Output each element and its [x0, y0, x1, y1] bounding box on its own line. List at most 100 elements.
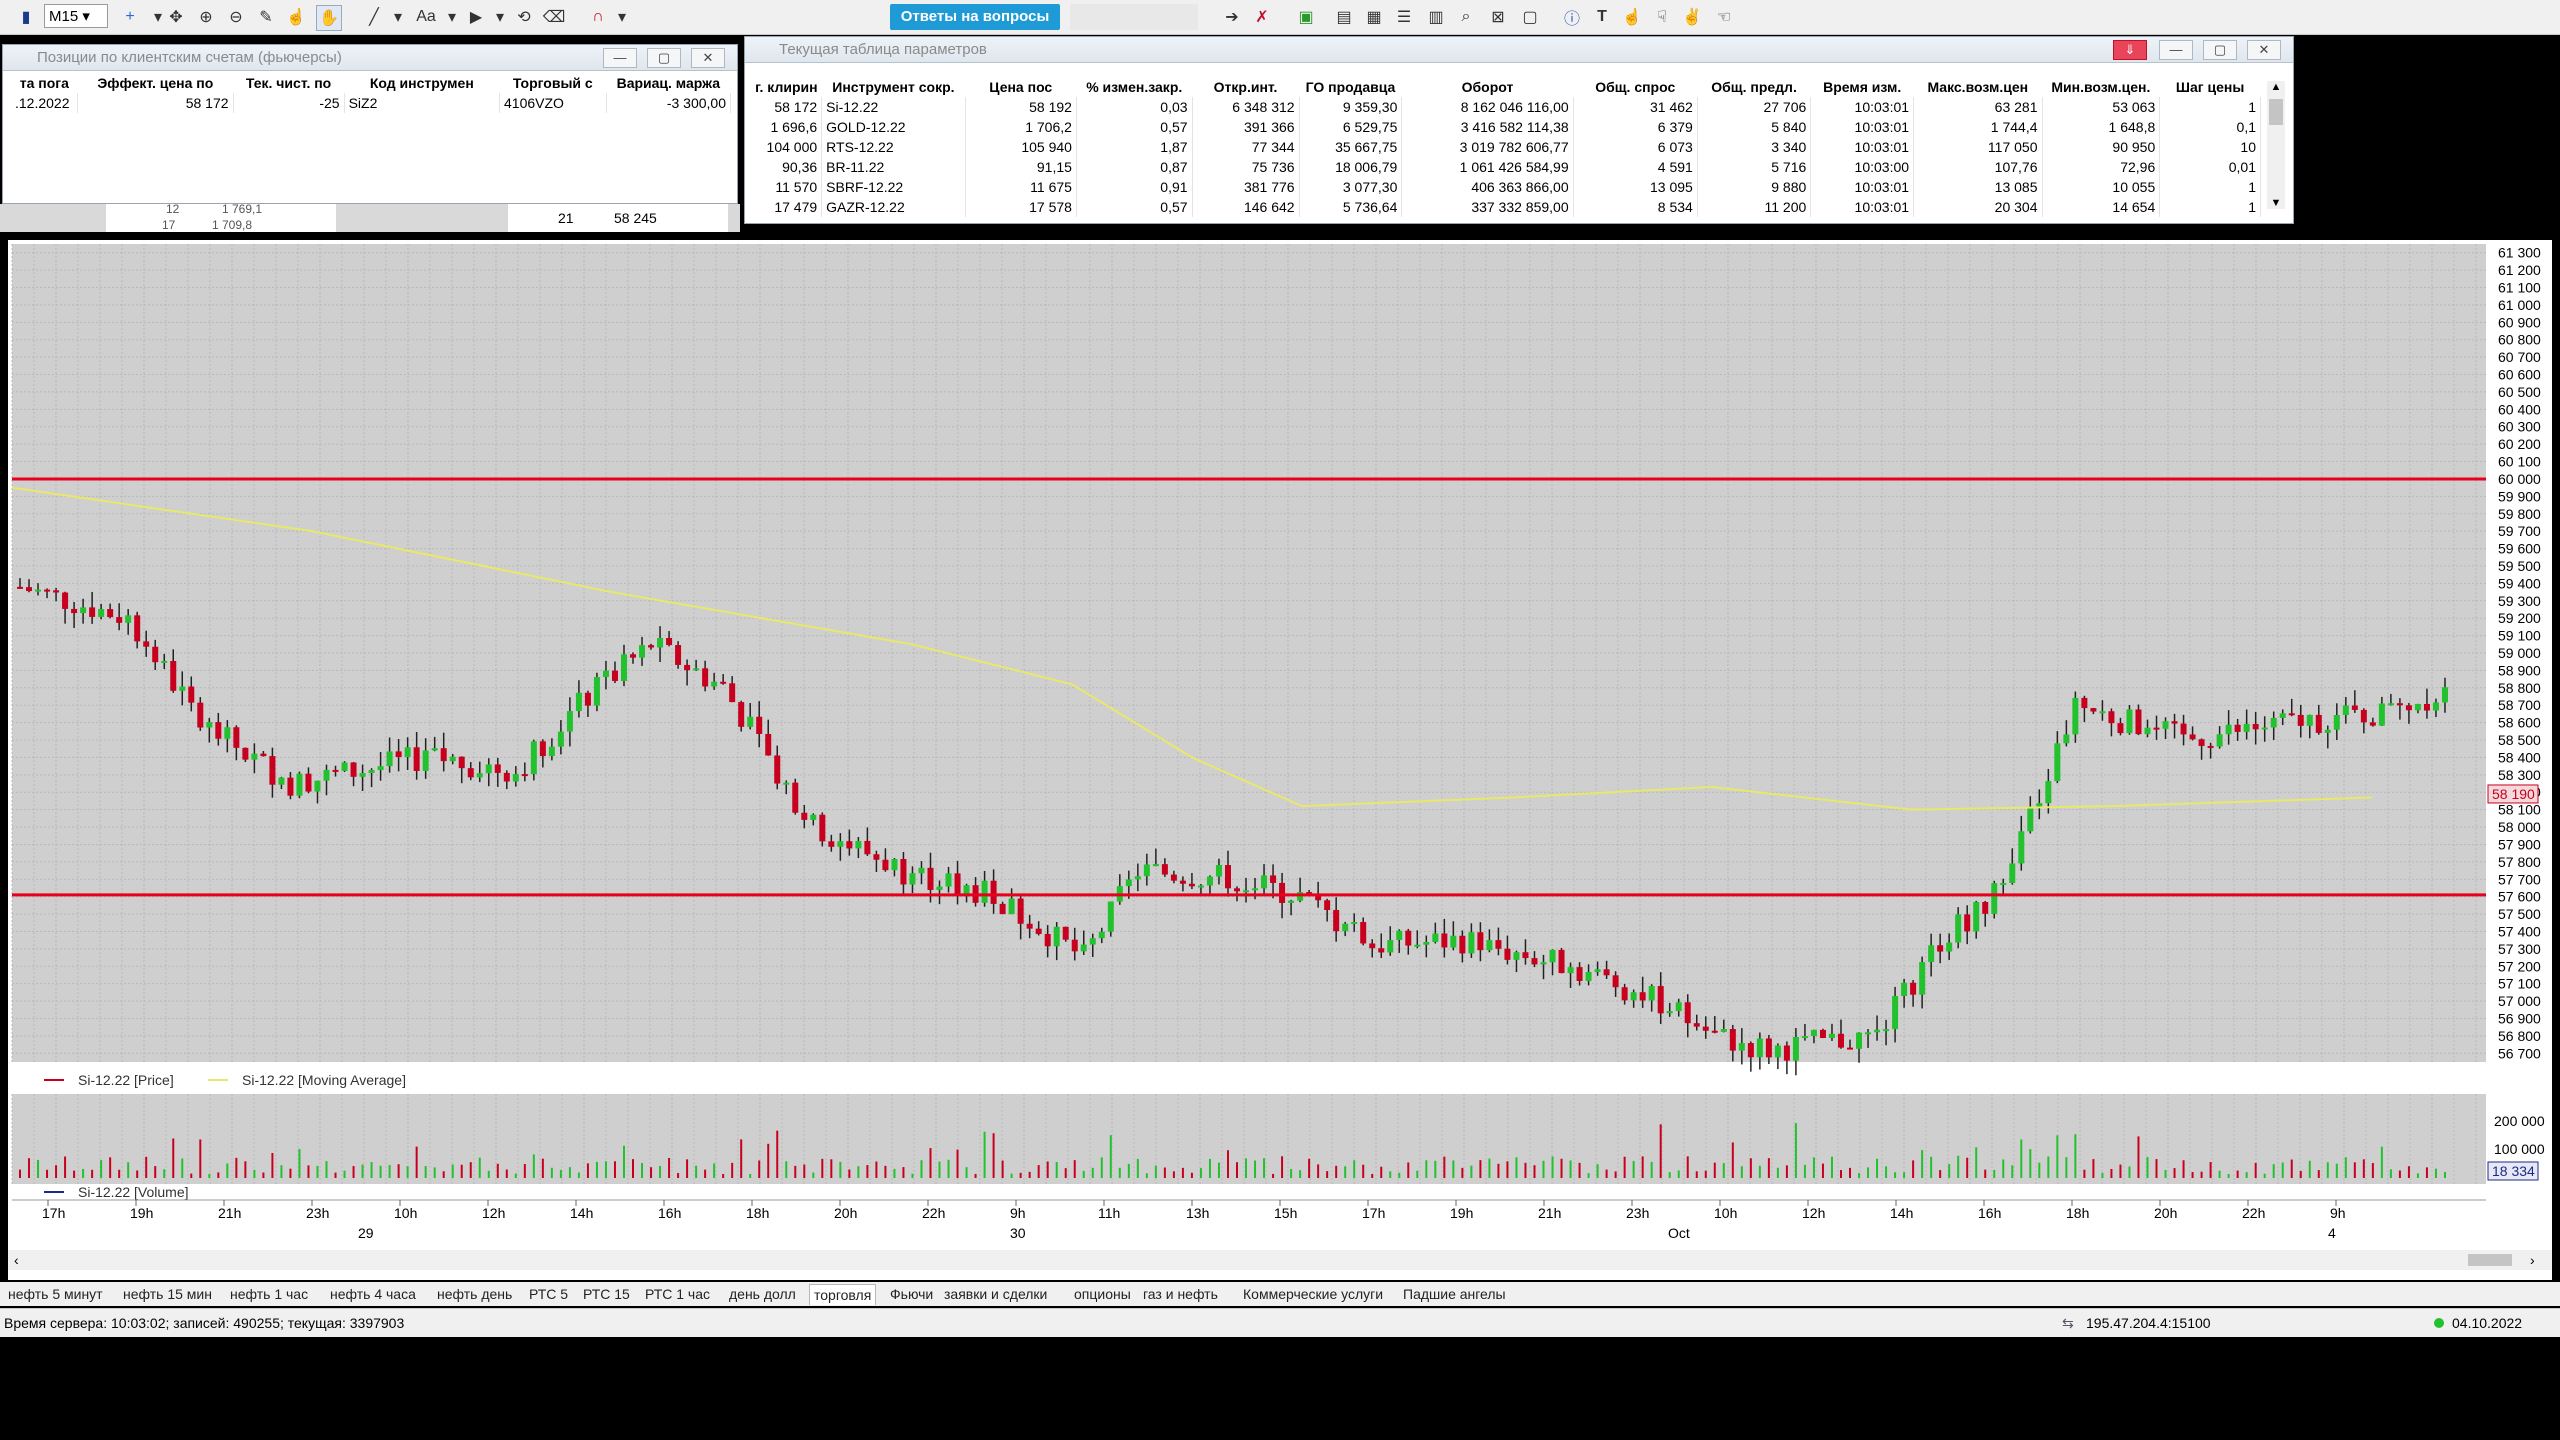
chart-scroll-thumb[interactable]: [2468, 1254, 2512, 1266]
col-header[interactable]: Цена пос: [989, 79, 1053, 95]
dropdown-icon[interactable]: ▾: [393, 9, 403, 26]
chart-scrollbar[interactable]: [8, 1250, 2552, 1270]
tab-9[interactable]: торговля: [809, 1284, 877, 1305]
trades-icon[interactable]: ⊠: [1491, 9, 1505, 26]
col-header[interactable]: Инструмент сокр.: [832, 79, 955, 95]
ruler-icon[interactable]: ✎: [259, 9, 273, 26]
tab-6[interactable]: РТС 15: [583, 1286, 630, 1302]
volume-area[interactable]: [12, 1094, 2486, 1184]
col-header[interactable]: Мин.возм.цен.: [2051, 79, 2151, 95]
col-header[interactable]: Общ. предл.: [1711, 79, 1797, 95]
pointer-icon[interactable]: ☝: [286, 9, 306, 26]
tab-0[interactable]: нефть 5 минут: [8, 1286, 103, 1302]
move-icon[interactable]: ✥: [169, 9, 183, 26]
table-row[interactable]: 17 479 GAZR-12.22 17 578 0,57 146 642 5 736,6…: [751, 197, 2261, 217]
magnet-icon[interactable]: ∩: [592, 8, 604, 25]
hand-up-icon[interactable]: ☝: [1622, 9, 1642, 26]
zoom-in-icon[interactable]: ⊕: [199, 9, 213, 26]
window-icon[interactable]: ▢: [1522, 9, 1538, 26]
dropdown-icon[interactable]: ▾: [153, 9, 163, 26]
scroll-up-icon[interactable]: ▲: [2270, 81, 2282, 93]
answers-button[interactable]: Ответы на вопросы: [890, 4, 1060, 30]
order-icon[interactable]: ✗: [1255, 9, 1269, 26]
table-row[interactable]: 1 696,6 GOLD-12.22 1 706,2 0,57 391 366 6 529…: [751, 117, 2261, 137]
scroll-thumb[interactable]: [2269, 99, 2283, 125]
tab-5[interactable]: РТС 5: [529, 1286, 569, 1302]
tab-3[interactable]: нефть 4 часа: [330, 1286, 416, 1302]
close-button[interactable]: ✕: [691, 48, 725, 68]
hand-icon[interactable]: ✋: [316, 5, 342, 31]
quotes-icon[interactable]: ▦: [1366, 9, 1382, 26]
text-icon[interactable]: T: [1597, 8, 1607, 25]
col-header[interactable]: Оборот: [1461, 79, 1514, 95]
table-row[interactable]: 104 000 RTS-12.22 105 940 1,87 77 344 35 667,…: [751, 137, 2261, 157]
maximize-button[interactable]: ▢: [2203, 40, 2237, 60]
col-header[interactable]: Общ. спрос: [1595, 79, 1676, 95]
add-icon[interactable]: +: [125, 8, 135, 25]
col-header[interactable]: Вариац. маржа: [616, 75, 721, 91]
scroll-down-icon[interactable]: ▼: [2270, 197, 2282, 209]
tab-4[interactable]: нефть день: [437, 1286, 513, 1302]
col-header[interactable]: г. клирин: [755, 79, 818, 95]
line-tool-icon[interactable]: ╱: [369, 9, 379, 26]
table-row[interactable]: 11 570 SBRF-12.22 11 675 0,91 381 776 3 077,3…: [751, 177, 2261, 197]
arrow-tool-icon[interactable]: ▶: [469, 9, 483, 26]
text-tool-icon[interactable]: Aa: [416, 8, 436, 25]
table-icon[interactable]: ▤: [1336, 9, 1352, 26]
col-header[interactable]: Откр.инт.: [1213, 79, 1278, 95]
chart-icon[interactable]: ▥: [1428, 9, 1444, 26]
new-order-icon[interactable]: ▣: [1298, 9, 1314, 26]
table-row[interactable]: .12.2022 58 172 -25 SiZ2 4106VZO -3 300,…: [11, 93, 732, 113]
tab-15[interactable]: Падшие ангелы: [1403, 1286, 1506, 1302]
chart-type-icon[interactable]: ▮: [21, 9, 31, 26]
dropdown-icon[interactable]: ▾: [617, 9, 627, 26]
tab-11[interactable]: заявки и сделки: [944, 1286, 1048, 1302]
refresh-icon[interactable]: ⟲: [517, 9, 531, 26]
dropdown-icon[interactable]: ▾: [447, 9, 457, 26]
zoom-out-icon[interactable]: ⊖: [229, 9, 243, 26]
col-header[interactable]: Код инструмен: [369, 75, 474, 91]
pin-button[interactable]: ⇓: [2113, 40, 2147, 60]
price-chart[interactable]: 61 300 61 200 61 100 61 000 60 900 60 800 60 7…: [8, 240, 2552, 1280]
tab-8[interactable]: день долл: [729, 1286, 796, 1302]
eraser-icon[interactable]: ⌫: [542, 9, 566, 26]
col-header[interactable]: % измен.закр.: [1086, 79, 1183, 95]
col-header[interactable]: та пога: [19, 75, 69, 91]
col-header[interactable]: Эффект. цена по: [97, 75, 214, 91]
col-header[interactable]: ГО продавца: [1305, 79, 1396, 95]
scroll-right-icon[interactable]: ›: [2530, 1252, 2535, 1268]
minimize-button[interactable]: —: [2159, 40, 2193, 60]
col-header[interactable]: Шаг цены: [2175, 79, 2245, 95]
candle: [1639, 992, 1646, 1001]
candle: [125, 615, 132, 623]
minimize-button[interactable]: —: [603, 48, 637, 68]
params-scrollbar[interactable]: ▲ ▼: [2267, 81, 2285, 209]
gesture-icon[interactable]: ☜: [1716, 9, 1732, 26]
col-header[interactable]: Время изм.: [1823, 79, 1902, 95]
search-icon[interactable]: ⌕: [1461, 8, 1471, 25]
col-header[interactable]: Торговый с: [512, 75, 593, 91]
scroll-left-icon[interactable]: ‹: [14, 1252, 19, 1268]
close-button[interactable]: ✕: [2247, 40, 2281, 60]
list-icon[interactable]: ☰: [1396, 9, 1412, 26]
vote-icon[interactable]: ✌: [1682, 9, 1702, 26]
tab-1[interactable]: нефть 15 мин: [123, 1286, 212, 1302]
col-header[interactable]: Тек. чист. по: [245, 75, 332, 91]
tab-2[interactable]: нефть 1 час: [230, 1286, 309, 1302]
hand-down-icon[interactable]: ☟: [1657, 9, 1667, 26]
tab-12[interactable]: опционы: [1074, 1286, 1131, 1302]
col-header[interactable]: Макс.возм.цен: [1927, 79, 2029, 95]
table-row[interactable]: 90,36 BR-11.22 91,15 0,87 75 736 18 006,79 1 0…: [751, 157, 2261, 177]
dropdown-icon[interactable]: ▾: [495, 9, 505, 26]
arrow-right-icon[interactable]: ➔: [1225, 9, 1239, 26]
table-row[interactable]: 58 172 Si-12.22 58 192 0,03 6 348 312 9 359,3…: [751, 97, 2261, 117]
tab-14[interactable]: Коммерческие услуги: [1243, 1286, 1384, 1302]
tab-7[interactable]: РТС 1 час: [645, 1286, 711, 1302]
tab-10[interactable]: Фьючи: [890, 1286, 934, 1302]
timeframe-select[interactable]: M15 ▾: [44, 4, 108, 28]
info-icon[interactable]: ⓘ: [1563, 11, 1580, 28]
tab-13[interactable]: газ и нефть: [1143, 1286, 1218, 1302]
maximize-button[interactable]: ▢: [647, 48, 681, 68]
cell: 10 055: [2042, 177, 2161, 197]
